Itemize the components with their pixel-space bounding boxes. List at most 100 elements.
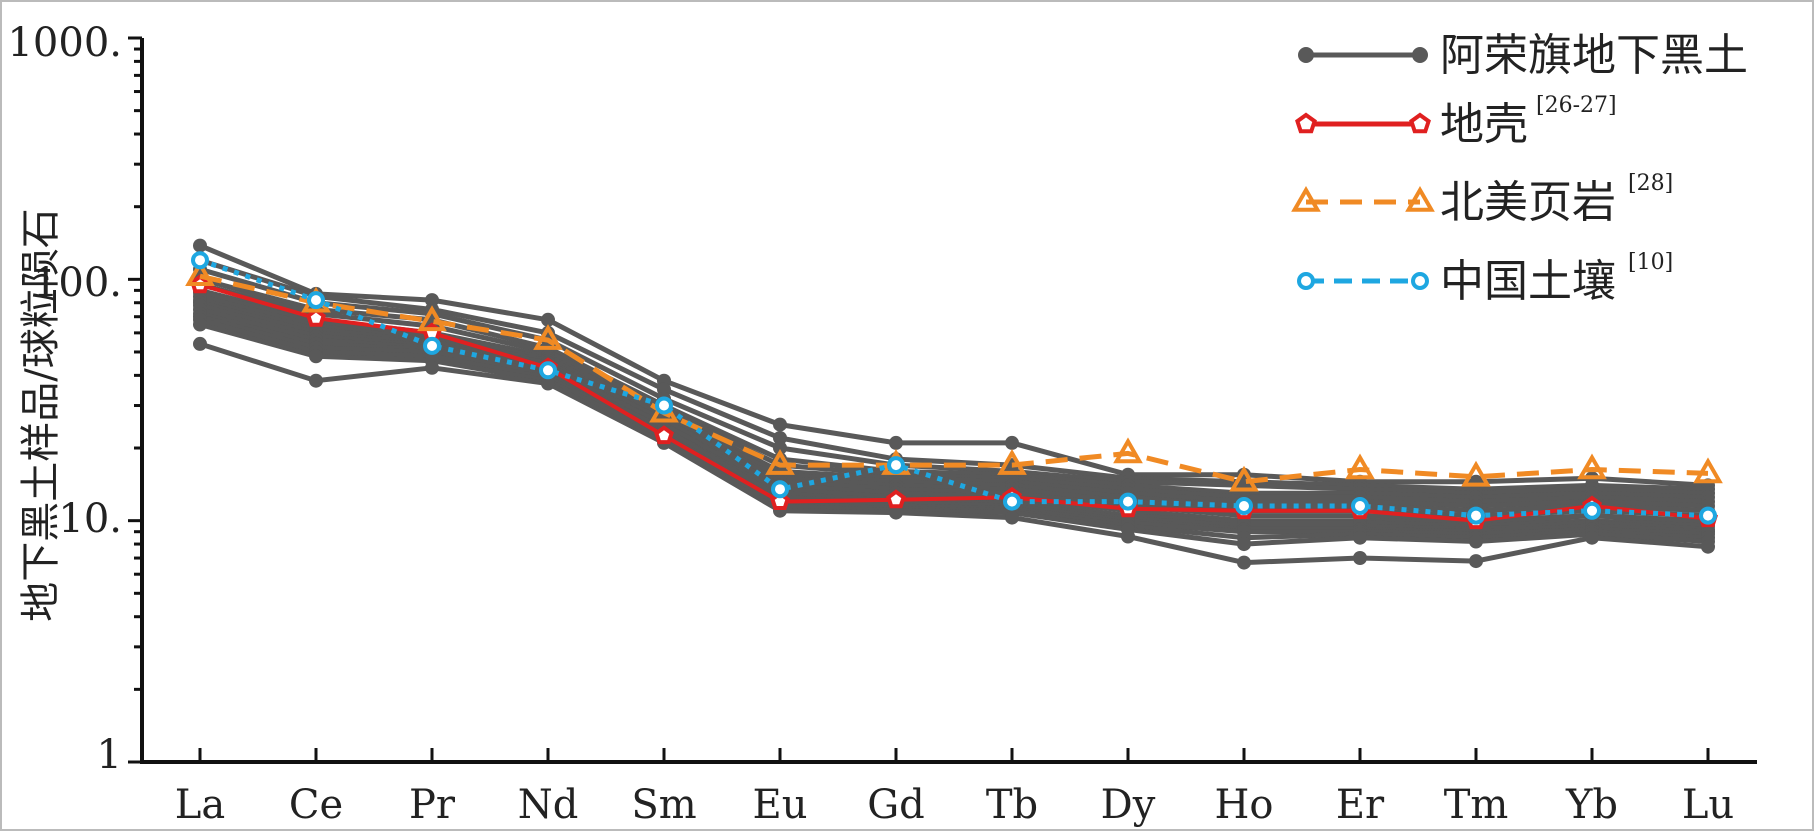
legend-sup-china: [10] bbox=[1628, 250, 1673, 275]
data-point bbox=[533, 324, 563, 350]
legend-mark-crust bbox=[1295, 112, 1431, 134]
data-point bbox=[425, 360, 439, 375]
x-tick-label-nd: Nd bbox=[518, 782, 579, 828]
y-axis-label: 地下黑土样品/球粒陨石 bbox=[18, 208, 64, 621]
data-point bbox=[193, 317, 207, 332]
data-point bbox=[886, 489, 906, 509]
data-point bbox=[887, 456, 905, 475]
legend-label-nasc: 北美页岩 bbox=[1440, 177, 1616, 228]
axes bbox=[128, 36, 1757, 764]
data-point bbox=[1237, 537, 1251, 552]
legend: 阿荣旗地下黑土 地壳 [26-27] 北美页岩 [28] 中国土壤 [10] bbox=[1291, 30, 1748, 307]
data-point bbox=[1585, 530, 1599, 545]
legend-mark-china bbox=[1297, 272, 1429, 290]
series-line bbox=[199, 341, 1709, 566]
series-line bbox=[199, 266, 1709, 496]
series-line bbox=[199, 257, 1709, 519]
data-point bbox=[1577, 453, 1607, 480]
legend-label-arong: 阿荣旗地下黑土 bbox=[1440, 30, 1748, 81]
data-point bbox=[997, 449, 1027, 475]
data-point bbox=[655, 396, 673, 415]
series-line bbox=[199, 243, 1709, 488]
data-point bbox=[771, 480, 789, 499]
data-point bbox=[1467, 506, 1485, 525]
data-point bbox=[309, 373, 323, 388]
series-line bbox=[199, 282, 1709, 505]
data-point bbox=[307, 291, 325, 310]
plot-area bbox=[185, 238, 1723, 570]
data-point bbox=[889, 505, 903, 520]
data-point bbox=[765, 449, 795, 475]
series-line bbox=[199, 322, 1709, 547]
data-point bbox=[773, 431, 787, 445]
data-point bbox=[193, 336, 207, 351]
data-point bbox=[1353, 551, 1367, 565]
legend-sup-nasc: [28] bbox=[1628, 171, 1673, 196]
series-sample-16 bbox=[193, 336, 1715, 570]
y-tick-label-100: 100. bbox=[33, 260, 122, 306]
data-point bbox=[1235, 497, 1253, 515]
data-point bbox=[1351, 497, 1369, 515]
data-point bbox=[191, 251, 209, 270]
legend-marks bbox=[1291, 47, 1435, 290]
x-tick-label-yb: Yb bbox=[1565, 782, 1618, 828]
series-china bbox=[191, 251, 1717, 525]
x-tick-label-tb: Tb bbox=[986, 782, 1038, 828]
data-point bbox=[417, 305, 447, 332]
data-point bbox=[1469, 554, 1483, 569]
x-tick-label-la: La bbox=[175, 782, 225, 828]
data-point bbox=[1237, 555, 1251, 570]
data-point bbox=[773, 417, 787, 432]
x-tick-label-tm: Tm bbox=[1444, 782, 1509, 828]
y-tick-label-1000: 1000. bbox=[7, 20, 122, 66]
x-tick-label-eu: Eu bbox=[753, 782, 808, 828]
legend-mark-nasc bbox=[1291, 185, 1435, 212]
x-tick-label-dy: Dy bbox=[1101, 782, 1156, 828]
legend-label-crust: 地壳 bbox=[1440, 99, 1528, 150]
legend-label-china: 中国土壤 bbox=[1440, 256, 1616, 307]
data-point bbox=[1005, 435, 1019, 450]
data-point bbox=[1229, 465, 1259, 492]
data-point bbox=[773, 441, 787, 455]
data-point bbox=[185, 260, 215, 287]
data-point bbox=[539, 361, 557, 380]
data-point bbox=[1693, 457, 1723, 484]
y-minor-ticks bbox=[128, 36, 142, 764]
x-tick-label-ce: Ce bbox=[289, 782, 343, 828]
series-line bbox=[199, 257, 1709, 492]
x-tick-label-lu: Lu bbox=[1682, 782, 1734, 828]
series-nasc bbox=[185, 260, 1723, 492]
data-point bbox=[1461, 460, 1491, 487]
data-point bbox=[1005, 510, 1019, 525]
x-tick-label-er: Er bbox=[1336, 782, 1385, 828]
data-point bbox=[1003, 492, 1021, 511]
y-tick-label-1: 1 bbox=[97, 732, 122, 778]
y-tick-label-10: 10. bbox=[58, 496, 122, 542]
data-point bbox=[889, 435, 903, 450]
data-point bbox=[1701, 539, 1715, 554]
series-line bbox=[199, 282, 1709, 523]
series-line bbox=[199, 273, 1709, 485]
data-point bbox=[1583, 501, 1601, 520]
data-point bbox=[1121, 529, 1135, 544]
data-point bbox=[1345, 453, 1375, 480]
data-point bbox=[306, 307, 326, 327]
x-tick-labels: La Ce Pr Nd Sm Eu Gd Tb Dy Ho Er Tm Yb L… bbox=[175, 782, 1734, 828]
data-point bbox=[541, 312, 555, 327]
legend-mark-arong bbox=[1298, 47, 1428, 63]
data-point bbox=[1119, 492, 1137, 511]
data-point bbox=[1699, 506, 1717, 525]
data-point bbox=[1113, 437, 1143, 464]
x-tick-label-pr: Pr bbox=[409, 782, 456, 828]
data-point bbox=[423, 336, 441, 355]
data-point bbox=[309, 349, 323, 364]
data-point bbox=[654, 425, 674, 445]
x-tick-label-gd: Gd bbox=[867, 782, 925, 828]
data-point bbox=[193, 238, 207, 253]
data-point bbox=[1353, 530, 1367, 545]
x-tick-label-sm: Sm bbox=[631, 782, 696, 828]
data-point bbox=[541, 376, 555, 391]
x-tick-label-ho: Ho bbox=[1215, 782, 1274, 828]
